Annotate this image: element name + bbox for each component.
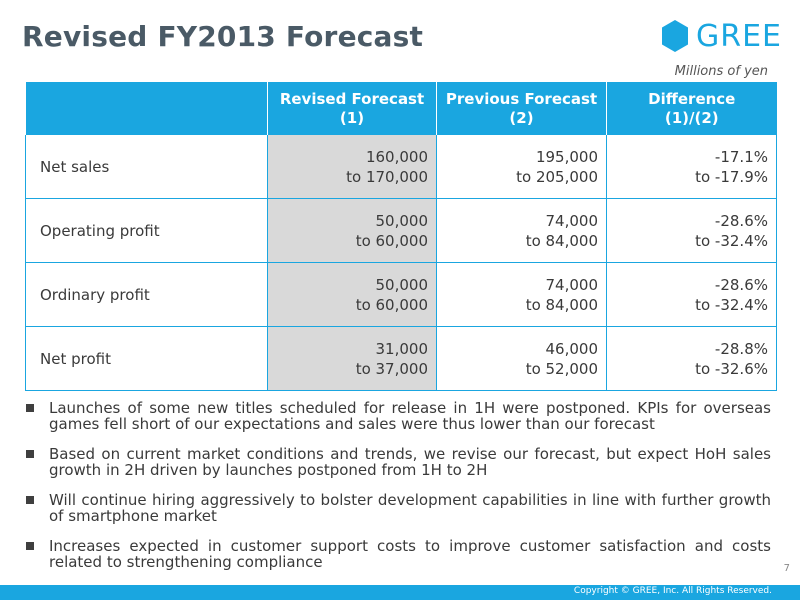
difference-cell: -28.6% to -32.4%: [606, 198, 777, 263]
previous-cell: 74,000 to 84,000: [436, 262, 607, 327]
page-number: 7: [783, 563, 790, 574]
bullet-item: Based on current market conditions and t…: [25, 446, 771, 478]
previous-cell: 195,000 to 205,000: [436, 135, 607, 199]
square-bullet-icon: [26, 496, 34, 504]
previous-cell: 74,000 to 84,000: [436, 198, 607, 263]
forecast-table: Revised Forecast (1) Previous Forecast (2)…: [25, 82, 777, 391]
row-label: Ordinary profit: [25, 262, 268, 327]
header-empty: [25, 82, 268, 135]
table-header-row: Revised Forecast (1) Previous Forecast (2)…: [25, 82, 777, 135]
hexagon-logo-icon: [662, 20, 688, 52]
copyright-text: Copyright © GREE, Inc. All Rights Reserv…: [573, 586, 772, 596]
difference-cell: -17.1% to -17.9%: [606, 135, 777, 199]
revised-cell: 50,000 to 60,000: [267, 198, 437, 263]
row-label: Net sales: [25, 135, 268, 199]
previous-cell: 46,000 to 52,000: [436, 326, 607, 391]
square-bullet-icon: [26, 404, 34, 412]
table-row: Net profit 31,000 to 37,000 46,000 to 52,0…: [25, 326, 777, 391]
gree-logo: GREE: [660, 18, 782, 54]
header-previous: Previous Forecast (2): [436, 82, 607, 135]
page-title: Revised FY2013 Forecast: [22, 20, 424, 53]
revised-cell: 160,000 to 170,000: [267, 135, 437, 199]
row-label: Operating profit: [25, 198, 268, 263]
revised-cell: 50,000 to 60,000: [267, 262, 437, 327]
logo-text: GREE: [696, 18, 783, 54]
header-revised: Revised Forecast (1): [267, 82, 437, 135]
units-label: Millions of yen: [674, 64, 768, 79]
revised-cell: 31,000 to 37,000: [267, 326, 437, 391]
footer-bar: Copyright © GREE, Inc. All Rights Reserv…: [0, 585, 800, 600]
table-row: Operating profit 50,000 to 60,000 74,000 t…: [25, 198, 777, 263]
square-bullet-icon: [26, 450, 34, 458]
table-row: Ordinary profit 50,000 to 60,000 74,000 to…: [25, 262, 777, 327]
row-label: Net profit: [25, 326, 268, 391]
bullet-item: Increases expected in customer support c…: [25, 538, 771, 570]
header-difference: Difference (1)/(2): [606, 82, 777, 135]
square-bullet-icon: [26, 542, 34, 550]
bullet-item: Will continue hiring aggressively to bol…: [25, 492, 771, 524]
difference-cell: -28.8% to -32.6%: [606, 326, 777, 391]
bullet-list: Launches of some new titles scheduled fo…: [25, 400, 771, 584]
bullet-item: Launches of some new titles scheduled fo…: [25, 400, 771, 432]
difference-cell: -28.6% to -32.4%: [606, 262, 777, 327]
table-row: Net sales 160,000 to 170,000 195,000 to 20…: [25, 135, 777, 199]
